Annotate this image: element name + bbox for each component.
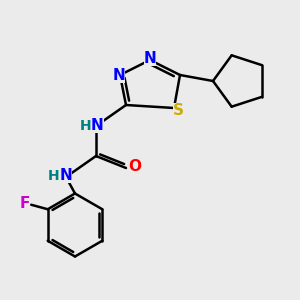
Text: O: O bbox=[128, 159, 142, 174]
Text: N: N bbox=[60, 168, 72, 183]
Text: H: H bbox=[48, 169, 60, 182]
Text: F: F bbox=[20, 196, 30, 211]
Text: H: H bbox=[80, 119, 91, 133]
Text: S: S bbox=[173, 103, 184, 118]
Text: N: N bbox=[91, 118, 104, 133]
Text: N: N bbox=[144, 51, 156, 66]
Text: N: N bbox=[112, 68, 125, 82]
